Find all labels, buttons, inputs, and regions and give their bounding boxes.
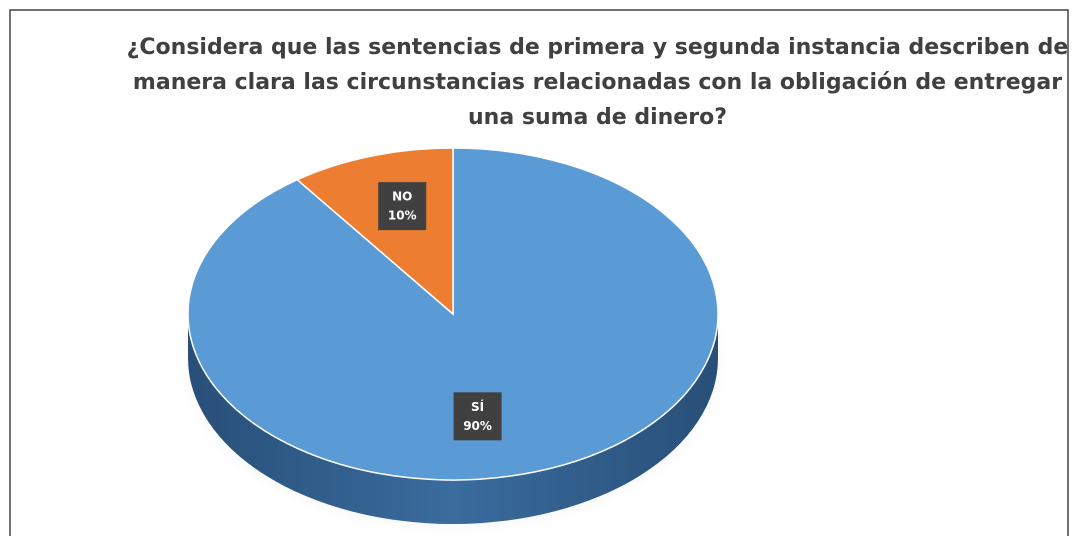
- data-label-box: [378, 182, 427, 231]
- data-label: 10%: [388, 209, 417, 223]
- data-label: 90%: [463, 419, 492, 433]
- slice-side: [188, 314, 718, 524]
- category-label: NO: [392, 190, 412, 204]
- category-label: SÍ: [471, 399, 485, 414]
- frame: [9, 9, 1069, 536]
- chart-title: ¿Considera que las sentencias de primera…: [126, 35, 1069, 130]
- pie: SÍ 90% NO 10%: [176, 147, 730, 536]
- data-label-box: [453, 392, 502, 441]
